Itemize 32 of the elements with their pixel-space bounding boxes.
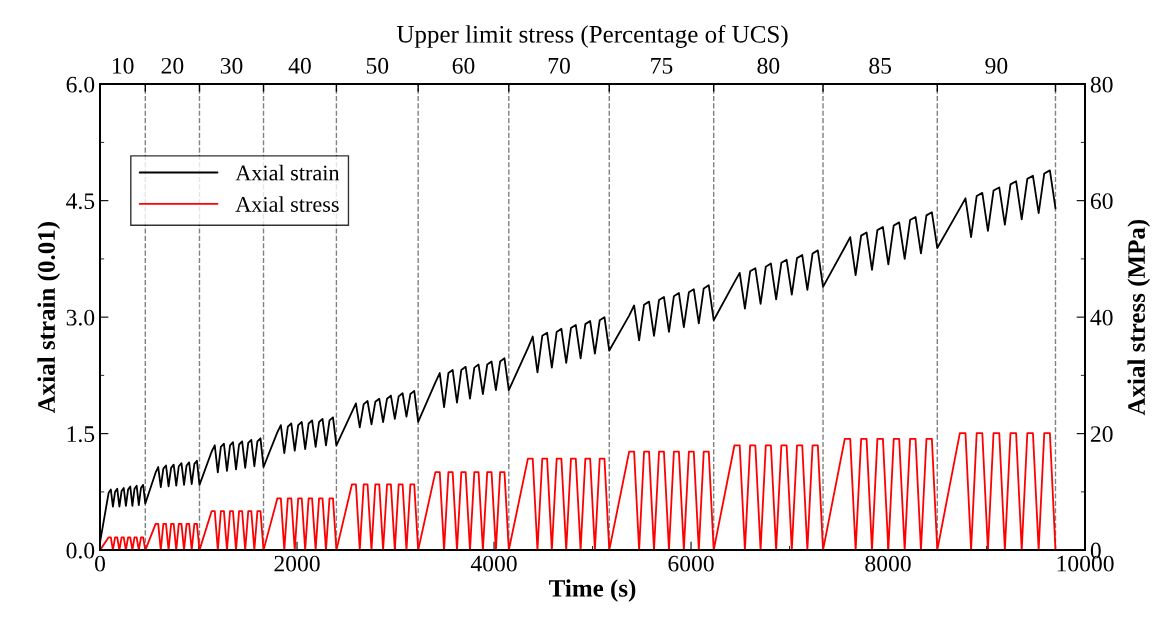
text: 40 — [288, 57, 311, 74]
y2-tick-label: 40 — [1090, 309, 1113, 326]
y-tick-label: 0.0 — [66, 542, 95, 559]
y-axis-title: Axial strain (0.01) — [37, 222, 61, 414]
x-tick-label: 8000 — [865, 555, 911, 572]
text: 30 — [220, 57, 243, 74]
y2-tick-label: 80 — [1090, 76, 1113, 93]
text: 70 — [548, 57, 570, 74]
text: 50 — [366, 57, 389, 74]
y-tick-label: 1.5 — [67, 426, 95, 443]
text: 90 — [985, 57, 1008, 74]
text: 80 — [757, 57, 780, 74]
text: 75 — [651, 58, 673, 74]
y2-axis-title: Axial stress (MPa) — [1127, 219, 1151, 416]
text: 10 — [112, 57, 134, 74]
x-tick-label: 4000 — [470, 555, 517, 572]
y2-tick-label: 60 — [1090, 193, 1113, 210]
line-series — [100, 432, 1057, 551]
legend-label: Axial stress — [235, 196, 339, 212]
x-tick-label: 0 — [95, 555, 106, 572]
text: 20 — [161, 57, 184, 74]
text: 85 — [869, 57, 892, 74]
y-tick-label: 4.5 — [66, 193, 95, 210]
y-tick-label: 3.0 — [66, 309, 95, 326]
x-tick-label: 6000 — [668, 555, 714, 572]
legend-label: Axial strain — [235, 164, 340, 181]
x2-axis-title: Upper limit stress (Percentage of UCS) — [396, 24, 788, 48]
x-axis-title: Time (s) — [549, 579, 636, 602]
y2-tick-label: 20 — [1090, 426, 1113, 443]
x-tick-label: 2000 — [274, 555, 320, 572]
y-tick-label: 6.0 — [66, 76, 95, 93]
text: 60 — [452, 57, 475, 74]
